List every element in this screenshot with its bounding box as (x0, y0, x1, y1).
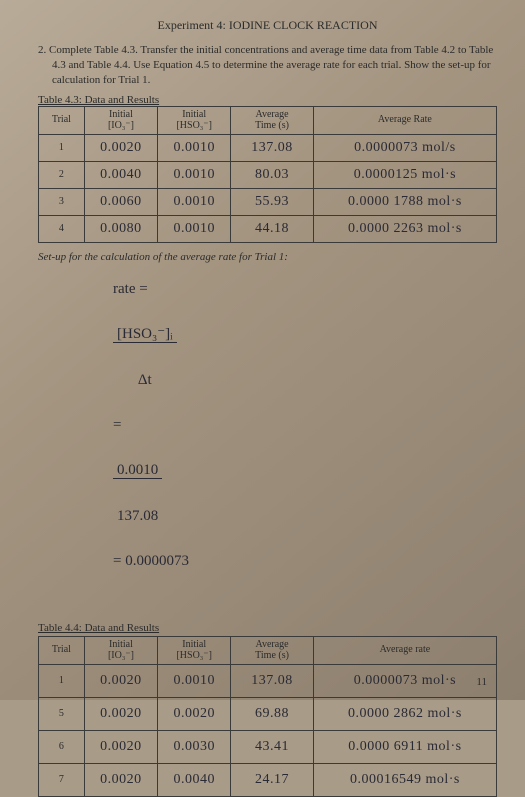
cell-io: 0.0020 (84, 134, 157, 161)
cell-io: 0.0020 (84, 697, 157, 730)
cell-time: 137.08 (231, 134, 313, 161)
table43-caption: Table 4.3: Data and Results (38, 94, 497, 106)
cell-rate: 0.0000 2862 mol·s (313, 697, 496, 730)
cell-trial: 1 (39, 664, 85, 697)
table-row: 3 0.0060 0.0010 55.93 0.0000 1788 mol·s (39, 188, 497, 215)
cell-hso: 0.0010 (158, 134, 231, 161)
th-hso: Initial [HSO₃⁻] (158, 106, 231, 134)
cell-hso: 0.0010 (158, 188, 231, 215)
header-row: Trial Initial [IO₃⁻] Initial [HSO₃⁻] Ave… (39, 636, 497, 664)
question-number: 2. (38, 44, 46, 56)
th-io-bot: [IO₃⁻] (108, 650, 134, 661)
cell-rate: 0.0000 1788 mol·s (313, 188, 496, 215)
cell-time: 24.17 (231, 763, 313, 796)
th-rate: Average rate (313, 636, 496, 664)
cell-hso: 0.0040 (158, 763, 231, 796)
table-row: 2 0.0040 0.0010 80.03 0.0000125 mol·s (39, 161, 497, 188)
table-row: 7 0.0020 0.0040 24.17 0.00016549 mol·s (39, 763, 497, 796)
cell-rate: 0.0000 6911 mol·s (313, 730, 496, 763)
th-hso-bot: [HSO₃⁻] (176, 650, 211, 661)
cell-hso: 0.0020 (158, 697, 231, 730)
cell-hso: 0.0010 (158, 664, 231, 697)
table-row: 1 0.0020 0.0010 137.08 0.0000073 mol/s (39, 134, 497, 161)
table-row: 1 0.0020 0.0010 137.08 0.0000073 mol·s (39, 664, 497, 697)
cell-trial: 1 (39, 134, 85, 161)
cell-io: 0.0020 (84, 730, 157, 763)
cell-trial: 2 (39, 161, 85, 188)
th-io: Initial [IO₃⁻] (84, 636, 157, 664)
table-4-4: Trial Initial [IO₃⁻] Initial [HSO₃⁻] Ave… (38, 636, 497, 797)
cell-trial: 5 (39, 697, 85, 730)
eq-rhs: = 0.0000073 (113, 553, 189, 569)
cell-hso: 0.0010 (158, 215, 231, 242)
th-hso-top: Initial (182, 109, 206, 120)
cell-trial: 7 (39, 763, 85, 796)
cell-time: 43.41 (231, 730, 313, 763)
th-io-top: Initial (109, 109, 133, 120)
page-number: 11 (476, 676, 487, 688)
th-trial: Trial (39, 636, 85, 664)
eq-f1-top: [HSO₃⁻]ᵢ (113, 327, 177, 343)
eq-frac2: 0.0010 137.08 (113, 433, 162, 554)
cell-time: 80.03 (231, 161, 313, 188)
th-time-bot: Time (s) (255, 650, 289, 661)
cell-rate: 0.0000073 mol/s (313, 134, 496, 161)
cell-rate: 0.0000 2263 mol·s (313, 215, 496, 242)
experiment-title: Experiment 4: IODINE CLOCK REACTION (38, 18, 497, 33)
table-row: 6 0.0020 0.0030 43.41 0.0000 6911 mol·s (39, 730, 497, 763)
cell-io: 0.0080 (84, 215, 157, 242)
cell-hso: 0.0010 (158, 161, 231, 188)
th-hso-top: Initial (182, 639, 206, 650)
table-4-3: Trial Initial [IO₃⁻] Initial [HSO₃⁻] Ave… (38, 106, 497, 243)
cell-trial: 3 (39, 188, 85, 215)
cell-trial: 4 (39, 215, 85, 242)
cell-hso: 0.0030 (158, 730, 231, 763)
th-rate: Average Rate (313, 106, 496, 134)
th-hso: Initial [HSO₃⁻] (158, 636, 231, 664)
th-time-top: Average (255, 639, 288, 650)
eq-f2-bot: 137.08 (113, 509, 162, 524)
table-row: 4 0.0080 0.0010 44.18 0.0000 2263 mol·s (39, 215, 497, 242)
eq-lhs: rate = (113, 281, 148, 297)
th-io-bot: [IO₃⁻] (108, 120, 134, 131)
th-time: Average Time (s) (231, 636, 313, 664)
question-text: Complete Table 4.3. Transfer the initial… (49, 44, 493, 86)
cell-rate: 0.0000125 mol·s (313, 161, 496, 188)
th-trial: Trial (39, 106, 85, 134)
cell-io: 0.0020 (84, 664, 157, 697)
header-row: Trial Initial [IO₃⁻] Initial [HSO₃⁻] Ave… (39, 106, 497, 134)
th-time-top: Average (255, 109, 288, 120)
th-time: Average Time (s) (231, 106, 313, 134)
cell-time: 69.88 (231, 697, 313, 730)
eq-frac1: [HSO₃⁻]ᵢ Δt (113, 297, 177, 418)
eq-f1-bot: Δt (113, 373, 177, 388)
cell-time: 55.93 (231, 188, 313, 215)
question-2: 2. Complete Table 4.3. Transfer the init… (38, 43, 497, 88)
setup-label: Set-up for the calculation of the averag… (38, 251, 497, 263)
cell-time: 44.18 (231, 215, 313, 242)
cell-rate: 0.0000073 mol·s (313, 664, 496, 697)
th-hso-bot: [HSO₃⁻] (176, 120, 211, 131)
cell-trial: 6 (39, 730, 85, 763)
th-time-bot: Time (s) (255, 120, 289, 131)
cell-io: 0.0040 (84, 161, 157, 188)
th-io: Initial [IO₃⁻] (84, 106, 157, 134)
cell-time: 137.08 (231, 664, 313, 697)
table44-caption: Table 4.4: Data and Results (38, 622, 497, 634)
cell-rate: 0.00016549 mol·s (313, 763, 496, 796)
eq-f2-top: 0.0010 (113, 463, 162, 479)
setup-equation: rate = [HSO₃⁻]ᵢ Δt = 0.0010 137.08 = 0.0… (98, 267, 497, 584)
table-row: 5 0.0020 0.0020 69.88 0.0000 2862 mol·s (39, 697, 497, 730)
eq-eq1: = (113, 417, 121, 433)
cell-io: 0.0060 (84, 188, 157, 215)
cell-io: 0.0020 (84, 763, 157, 796)
th-io-top: Initial (109, 639, 133, 650)
worksheet-page: Experiment 4: IODINE CLOCK REACTION 2. C… (0, 0, 525, 700)
